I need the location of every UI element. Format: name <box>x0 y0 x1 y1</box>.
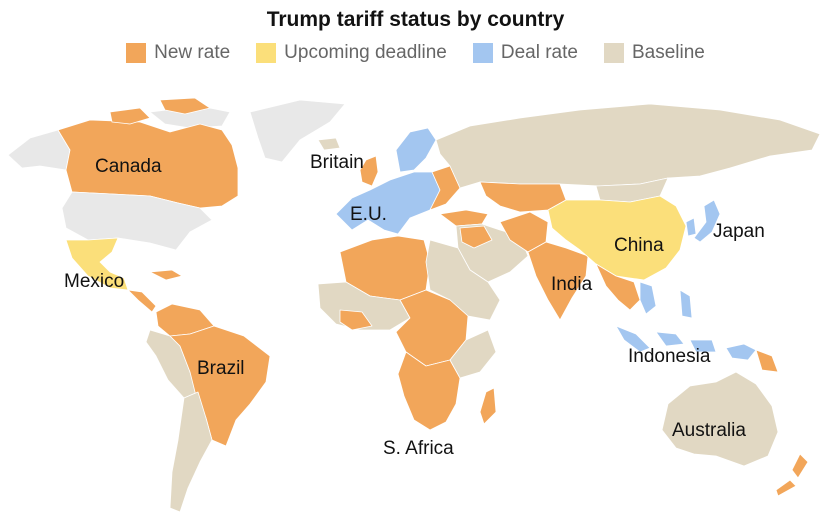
label-mexico: Mexico <box>64 271 124 292</box>
legend-item-new-rate: New rate <box>126 42 230 64</box>
label-china: China <box>614 235 664 256</box>
region-mexico <box>65 237 129 291</box>
map-title: Trump tariff status by country <box>266 8 565 31</box>
label-australia: Australia <box>672 420 746 441</box>
region-united-states <box>61 191 213 251</box>
region-china <box>547 195 687 281</box>
label-indonesia: Indonesia <box>628 346 711 367</box>
label-brazil: Brazil <box>197 358 245 379</box>
legend-label-new-rate: New rate <box>154 42 231 63</box>
legend-swatch-upcoming-deadline <box>256 43 277 63</box>
legend-item-upcoming-deadline: Upcoming deadline <box>256 42 447 64</box>
region-iceland <box>317 137 341 151</box>
label-india: India <box>551 274 593 295</box>
legend-label-baseline: Baseline <box>631 42 705 63</box>
legend-swatch-new-rate <box>126 43 147 63</box>
legend-item-deal-rate: Deal rate <box>472 42 578 64</box>
legend-label-upcoming-deadline: Upcoming deadline <box>284 42 447 63</box>
label-south-africa: S. Africa <box>383 438 454 459</box>
region-canada-islands <box>109 97 211 125</box>
region-canada <box>57 119 239 209</box>
region-southeast-asia <box>595 263 641 311</box>
region-alaska <box>7 129 71 171</box>
region-brazil <box>169 325 271 447</box>
region-east-africa <box>449 329 497 379</box>
region-vietnam <box>639 281 657 315</box>
region-philippines <box>679 289 693 319</box>
region-west-africa-coast <box>339 309 373 331</box>
region-iraq-syria <box>459 225 493 249</box>
region-madagascar <box>479 387 497 425</box>
region-southern-africa <box>397 351 461 431</box>
region-australia <box>661 371 779 467</box>
legend-item-baseline: Baseline <box>603 42 705 64</box>
label-canada: Canada <box>95 156 162 177</box>
legend-swatch-baseline <box>603 43 624 63</box>
region-russia <box>435 103 821 189</box>
region-caribbean <box>149 269 183 281</box>
region-korea <box>685 217 697 237</box>
region-india <box>527 241 589 321</box>
region-japan <box>693 199 721 243</box>
region-egypt-horn <box>425 239 501 321</box>
region-southern-cone <box>169 391 213 513</box>
region-central-america <box>127 289 157 313</box>
region-indonesia <box>615 325 757 361</box>
label-britain: Britain <box>310 152 364 173</box>
label-japan: Japan <box>713 221 765 242</box>
region-greenland <box>249 99 346 163</box>
region-britain <box>359 155 379 187</box>
legend-swatch-deal-rate <box>472 43 493 63</box>
region-scandinavia <box>395 127 437 173</box>
legend-label-deal-rate: Deal rate <box>500 42 578 63</box>
region-papua-new-guinea <box>755 349 779 373</box>
region-new-zealand <box>775 453 809 497</box>
legend: New rate Upcoming deadline Deal rate Bas… <box>0 42 831 64</box>
label-eu: E.U. <box>350 204 387 225</box>
region-turkey <box>439 209 489 227</box>
